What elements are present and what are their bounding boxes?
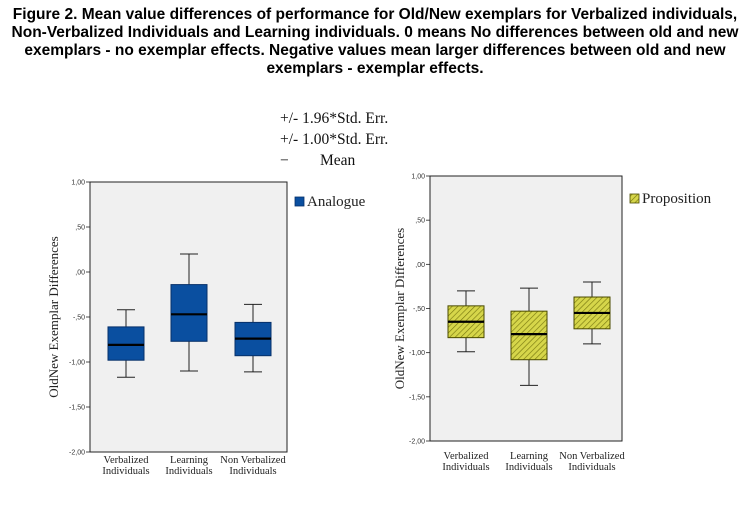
box-plot — [170, 253, 208, 372]
ci-box — [107, 326, 145, 361]
proposition-chart-group: 1,00 ,50 ,00 -,50 -1,00 -1,50 -2,00 OldNew Exem… — [392, 174, 712, 474]
x-category-label: Non Verbalized — [559, 451, 625, 462]
legend-swatch — [629, 193, 640, 204]
y-tick-label: -1,00 — [69, 360, 85, 367]
x-category-label: Non Verbalized — [220, 455, 286, 466]
box-plot — [510, 287, 548, 386]
x-category-label: Learning — [510, 451, 549, 462]
x-category-label: Individuals — [505, 462, 552, 473]
box-plot — [573, 281, 611, 345]
x-category-label: Learning — [170, 455, 209, 466]
x-category-label: Individuals — [568, 462, 615, 473]
x-category-label: Individuals — [102, 466, 149, 477]
legend: Proposition — [629, 191, 712, 207]
caption-line-2: Non-Verbalized Individuals and Learning … — [11, 24, 739, 41]
box-plot — [107, 309, 145, 378]
x-category-label: Individuals — [165, 466, 212, 477]
y-tick-label: -,50 — [413, 306, 425, 313]
y-tick-label: -,50 — [73, 315, 85, 322]
ci-box — [170, 284, 208, 342]
y-tick-label: -1,00 — [409, 350, 425, 357]
figure-caption: Figure 2. Mean value differences of perf… — [0, 6, 750, 78]
y-tick-label: 1,00 — [411, 174, 425, 181]
ci-box — [510, 310, 548, 361]
caption-line-1: Figure 2. Mean value differences of perf… — [12, 6, 738, 23]
x-category-label: Verbalized — [444, 451, 490, 462]
caption-line-3: exemplars - no exemplar effects. Negativ… — [24, 42, 726, 59]
x-category-label: Individuals — [229, 466, 276, 477]
x-category-label: Individuals — [442, 462, 489, 473]
y-tick-label: ,50 — [75, 225, 85, 232]
key-ci-100: +/- 1.00*Std. Err. — [280, 131, 389, 148]
y-tick-label: ,00 — [415, 262, 425, 269]
legend-swatch — [294, 196, 305, 207]
y-tick-label: -1,50 — [69, 405, 85, 412]
box-plot — [447, 290, 485, 353]
analogue-chart-group: 1,00 ,50 ,00 -,50 -1,00 -1,50 -2,00 OldNew Exem… — [46, 180, 366, 478]
x-category-label: Verbalized — [104, 455, 150, 466]
mean-symbol: − — [280, 152, 289, 169]
y-axis-label: OldNew Exemplar Differences — [392, 228, 407, 389]
error-bar-key: +/- 1.96*Std. Err. +/- 1.00*Std. Err. − M… — [280, 108, 388, 171]
legend: Analogue — [294, 194, 366, 210]
key-ci-196: +/- 1.96*Std. Err. — [280, 110, 389, 127]
y-tick-label: 1,00 — [71, 180, 85, 187]
y-tick-label: ,50 — [415, 218, 425, 225]
y-tick-label: -1,50 — [409, 394, 425, 401]
y-tick-label: -2,00 — [409, 439, 425, 446]
key-mean-label: Mean — [320, 152, 356, 169]
box-plot — [234, 303, 272, 373]
y-axis-label: OldNew Exemplar Differences — [46, 236, 61, 397]
y-tick-label: -2,00 — [69, 450, 85, 457]
legend-label: Proposition — [642, 191, 712, 207]
y-tick-label: ,00 — [75, 270, 85, 277]
caption-line-4: exemplars - exemplar effects. — [266, 60, 484, 77]
key-mean: − Mean — [280, 150, 388, 171]
legend-label: Analogue — [307, 194, 366, 210]
